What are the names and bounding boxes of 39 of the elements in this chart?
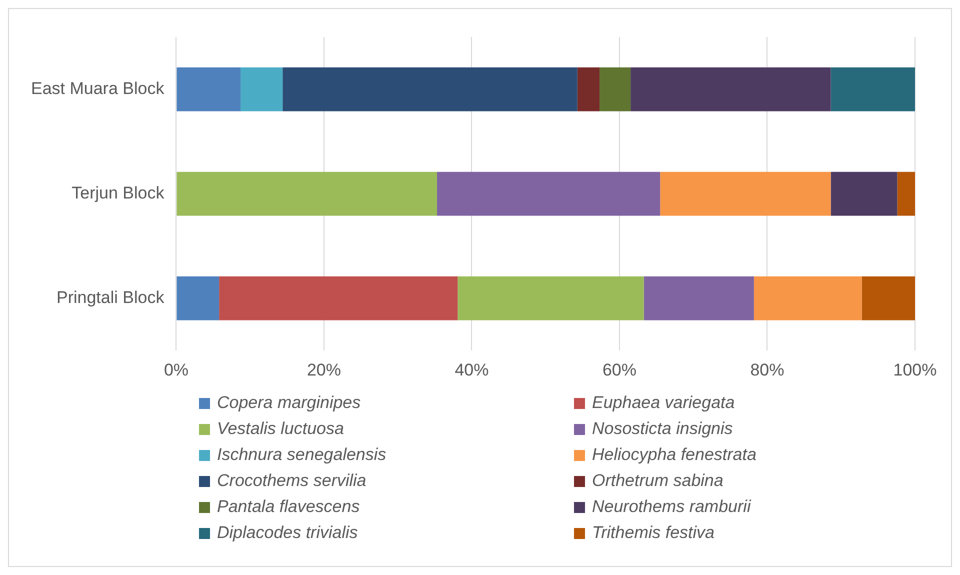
bar <box>754 276 862 320</box>
bar <box>862 276 915 320</box>
bar <box>660 172 831 216</box>
x-tick-label: 100% <box>893 360 937 380</box>
y-tick-label: Pringtali Block <box>56 288 165 308</box>
legend-label: Diplacodes trivialis <box>217 523 358 543</box>
y-tick-label: Terjun Block <box>72 183 165 202</box>
legend-label: Crocothems servilia <box>217 471 366 491</box>
bar <box>240 67 283 112</box>
legend-label: Heliocypha fenestrata <box>592 445 756 465</box>
bar <box>176 276 220 320</box>
bar <box>600 67 631 112</box>
x-tick-label: 40% <box>454 360 489 380</box>
bar <box>644 276 754 320</box>
legend-label: Ischnura senegalensis <box>217 445 386 465</box>
bar <box>830 67 915 112</box>
bar <box>577 67 600 112</box>
legend-label: Pantala flavescens <box>217 497 360 517</box>
x-tick-label: 80% <box>750 360 784 380</box>
legend-label: Copera marginipes <box>217 393 361 413</box>
bar <box>458 276 644 320</box>
bar <box>830 172 898 216</box>
x-tick-label: 20% <box>306 360 341 380</box>
bar <box>630 67 831 112</box>
legend-label: Trithemis festiva <box>592 523 714 543</box>
x-tick-label: 60% <box>602 360 637 380</box>
bar <box>219 276 458 320</box>
legend-label: Nososticta insignis <box>592 419 733 439</box>
x-tick-label: 0% <box>164 360 189 380</box>
legend-label: Vestalis luctuosa <box>217 419 344 439</box>
bar <box>897 172 915 216</box>
legend-label: Euphaea variegata <box>592 393 735 413</box>
bar <box>437 172 660 216</box>
bar <box>176 67 240 112</box>
legend-label: Neurothems ramburii <box>592 497 751 517</box>
bar <box>282 67 578 112</box>
legend-label: Orthetrum sabina <box>592 471 724 491</box>
bar <box>176 172 438 216</box>
y-tick-label: East Muara Block <box>30 78 165 98</box>
